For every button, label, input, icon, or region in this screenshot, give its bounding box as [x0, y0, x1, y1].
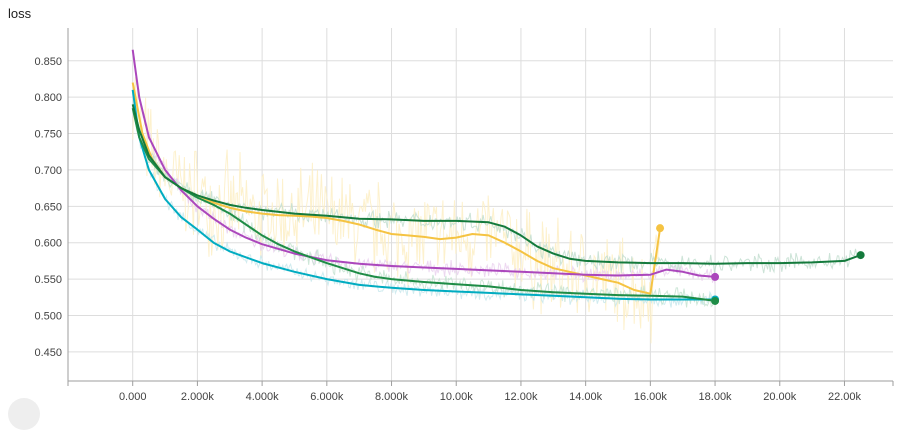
series-end-point	[711, 296, 720, 305]
y-tick-label: 0.650	[34, 201, 62, 213]
x-tick-label: 12.00k	[504, 391, 538, 403]
y-tick-label: 0.550	[34, 274, 62, 286]
x-tick-label: 6.000k	[310, 391, 344, 403]
x-tick-label: 22.00k	[828, 391, 862, 403]
series-line	[131, 89, 716, 301]
y-tick-label: 0.500	[34, 310, 62, 322]
series-end-point	[856, 251, 865, 260]
x-tick-label: 8.000k	[375, 391, 409, 403]
raw-series-line	[132, 77, 661, 344]
x-tick-label: 0.000	[119, 391, 147, 403]
raw-series-line	[132, 104, 861, 274]
loss-chart: 0.000 2.000k 4.000k 6.000k 8.000k 10.00k 12.00…	[34, 28, 894, 403]
series-line	[131, 82, 662, 295]
x-tick-labels: 0.000 2.000k 4.000k 6.000k 8.000k 10.00k 12.00…	[119, 391, 862, 403]
y-tick-label: 0.450	[34, 347, 62, 359]
series-line	[131, 49, 716, 278]
smoothed-series	[131, 49, 861, 302]
series-line	[131, 104, 861, 265]
x-tick-label: 14.00k	[569, 391, 603, 403]
y-tick-label: 0.600	[34, 238, 62, 250]
axes	[67, 28, 894, 386]
grid-lines	[68, 28, 893, 381]
x-tick-label: 18.00k	[699, 391, 733, 403]
y-tick-labels: 0.450 0.500 0.550 0.600 0.650 0.700 0.750 0.800…	[34, 56, 62, 359]
chart-title: loss	[8, 6, 32, 21]
y-tick-label: 0.800	[34, 92, 62, 104]
series-end-point	[711, 272, 720, 281]
x-tick-label: 10.00k	[440, 391, 474, 403]
y-tick-label: 0.700	[34, 165, 62, 177]
x-tick-label: 4.000k	[246, 391, 280, 403]
x-tick-label: 2.000k	[181, 391, 215, 403]
series-line	[131, 107, 716, 302]
y-tick-label: 0.750	[34, 129, 62, 141]
x-tick-label: 20.00k	[763, 391, 797, 403]
y-tick-label: 0.850	[34, 56, 62, 68]
series-end-point	[656, 224, 665, 233]
end-points	[656, 224, 865, 305]
fit-to-data-button[interactable]	[8, 398, 40, 430]
x-tick-label: 16.00k	[634, 391, 668, 403]
